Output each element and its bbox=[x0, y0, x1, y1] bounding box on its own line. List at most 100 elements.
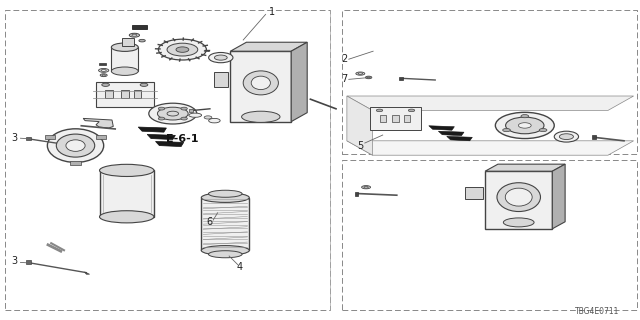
Ellipse shape bbox=[66, 140, 85, 151]
Ellipse shape bbox=[559, 134, 573, 140]
Ellipse shape bbox=[408, 109, 415, 112]
Bar bbox=[96, 135, 106, 139]
Bar bbox=[45, 135, 55, 139]
Bar bbox=[121, 90, 129, 99]
Text: 6: 6 bbox=[207, 217, 213, 228]
Ellipse shape bbox=[495, 112, 554, 139]
Ellipse shape bbox=[100, 164, 154, 177]
Ellipse shape bbox=[158, 39, 206, 60]
Ellipse shape bbox=[497, 183, 540, 212]
Ellipse shape bbox=[554, 131, 579, 142]
Polygon shape bbox=[552, 164, 565, 229]
Ellipse shape bbox=[204, 116, 212, 119]
Polygon shape bbox=[147, 134, 175, 140]
Ellipse shape bbox=[102, 75, 106, 76]
Ellipse shape bbox=[158, 107, 164, 110]
Ellipse shape bbox=[209, 190, 242, 197]
Bar bbox=[111, 47, 138, 71]
Ellipse shape bbox=[157, 107, 188, 120]
Ellipse shape bbox=[100, 74, 108, 76]
Ellipse shape bbox=[502, 128, 510, 132]
Ellipse shape bbox=[209, 52, 233, 63]
Ellipse shape bbox=[100, 211, 154, 223]
Ellipse shape bbox=[367, 77, 370, 78]
Polygon shape bbox=[230, 51, 291, 122]
Bar bbox=[189, 109, 193, 112]
Bar bbox=[592, 135, 596, 139]
Polygon shape bbox=[438, 131, 464, 136]
Text: 2: 2 bbox=[341, 54, 348, 64]
Ellipse shape bbox=[521, 115, 529, 118]
Ellipse shape bbox=[506, 117, 544, 134]
Ellipse shape bbox=[181, 117, 188, 120]
Ellipse shape bbox=[140, 83, 148, 86]
Text: 4: 4 bbox=[237, 262, 243, 272]
Ellipse shape bbox=[214, 55, 227, 60]
Ellipse shape bbox=[167, 43, 198, 56]
Ellipse shape bbox=[209, 118, 220, 123]
Ellipse shape bbox=[365, 76, 372, 79]
Polygon shape bbox=[370, 107, 421, 130]
Ellipse shape bbox=[540, 129, 547, 132]
Text: 1: 1 bbox=[269, 7, 275, 17]
Ellipse shape bbox=[167, 111, 179, 116]
Polygon shape bbox=[347, 96, 634, 110]
Text: 5: 5 bbox=[357, 140, 364, 151]
Ellipse shape bbox=[139, 39, 145, 42]
Ellipse shape bbox=[129, 33, 140, 37]
Polygon shape bbox=[291, 42, 307, 122]
Polygon shape bbox=[96, 82, 154, 107]
Ellipse shape bbox=[181, 107, 188, 110]
Ellipse shape bbox=[111, 43, 138, 52]
Bar bbox=[26, 137, 31, 140]
Ellipse shape bbox=[201, 246, 249, 255]
Ellipse shape bbox=[506, 188, 532, 206]
Bar bbox=[70, 161, 81, 165]
Polygon shape bbox=[447, 136, 472, 141]
Polygon shape bbox=[429, 126, 454, 130]
Ellipse shape bbox=[518, 123, 531, 128]
Bar bbox=[465, 187, 483, 199]
Ellipse shape bbox=[101, 69, 106, 71]
Bar bbox=[122, 38, 134, 46]
Ellipse shape bbox=[201, 193, 249, 202]
Bar bbox=[404, 115, 410, 122]
Ellipse shape bbox=[47, 129, 104, 163]
Bar bbox=[26, 260, 31, 264]
Polygon shape bbox=[485, 171, 552, 229]
Ellipse shape bbox=[376, 109, 383, 112]
Bar bbox=[355, 192, 358, 196]
Ellipse shape bbox=[241, 111, 280, 122]
Ellipse shape bbox=[99, 68, 109, 72]
Ellipse shape bbox=[176, 47, 189, 52]
Text: TBG4E0711: TBG4E0711 bbox=[575, 307, 620, 316]
Ellipse shape bbox=[56, 134, 95, 157]
Polygon shape bbox=[347, 96, 372, 155]
Ellipse shape bbox=[158, 117, 164, 120]
Ellipse shape bbox=[102, 83, 109, 86]
Bar bbox=[399, 77, 403, 80]
Polygon shape bbox=[156, 141, 184, 147]
Bar bbox=[100, 170, 154, 217]
Ellipse shape bbox=[243, 71, 278, 95]
Bar bbox=[392, 115, 399, 122]
Ellipse shape bbox=[189, 113, 202, 117]
Polygon shape bbox=[347, 141, 634, 155]
Bar bbox=[132, 25, 147, 29]
Ellipse shape bbox=[362, 186, 371, 189]
Text: 3: 3 bbox=[11, 132, 17, 143]
Ellipse shape bbox=[132, 34, 137, 36]
Text: E-6-1: E-6-1 bbox=[166, 134, 198, 144]
Ellipse shape bbox=[358, 73, 362, 74]
Bar bbox=[99, 63, 106, 65]
Ellipse shape bbox=[111, 67, 138, 76]
Ellipse shape bbox=[149, 103, 197, 124]
Ellipse shape bbox=[251, 76, 270, 90]
Ellipse shape bbox=[356, 72, 365, 75]
Polygon shape bbox=[230, 42, 307, 51]
Polygon shape bbox=[83, 118, 113, 128]
Polygon shape bbox=[485, 164, 565, 171]
Polygon shape bbox=[138, 127, 166, 132]
Ellipse shape bbox=[209, 251, 242, 258]
Bar bbox=[134, 90, 141, 99]
